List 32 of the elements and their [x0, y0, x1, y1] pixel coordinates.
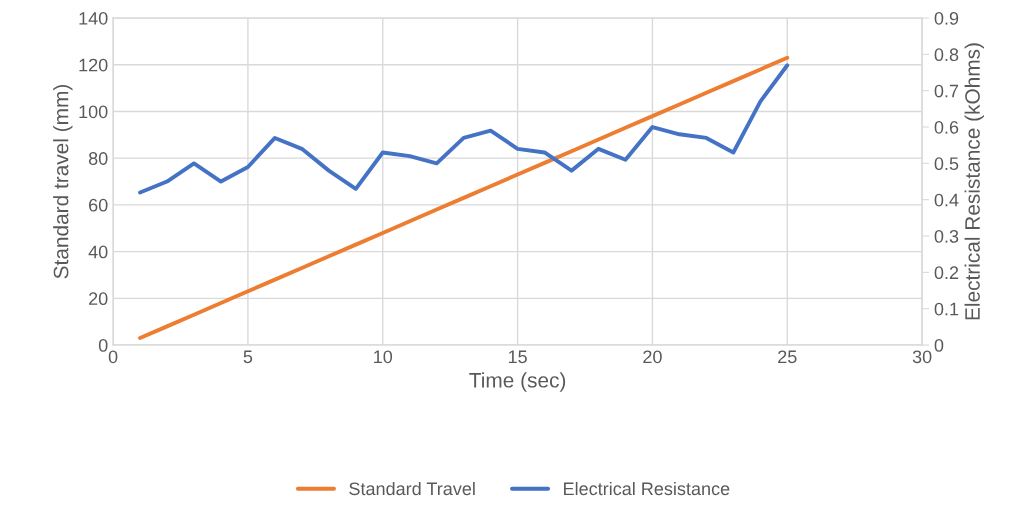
y-tick-label: 40 [88, 245, 108, 259]
y2-tick-label: 0.9 [934, 11, 959, 25]
y2-tick-label: 0.2 [934, 266, 959, 280]
x-tick-label: 0 [108, 350, 118, 364]
y-tick-label: 140 [79, 11, 108, 25]
legend-label: Electrical Resistance [564, 481, 730, 496]
y-axis-title: Standard travel (mm) [53, 84, 73, 279]
y-tick-label: 80 [88, 152, 108, 165]
x-tick-label: 20 [643, 350, 662, 364]
y2-tick-label: 0.7 [934, 84, 959, 98]
y-tick-label: 20 [89, 292, 108, 306]
y2-tick-label: 0.1 [934, 302, 959, 316]
x-tick-label: 15 [508, 350, 527, 364]
x-tick-label: 30 [912, 350, 932, 364]
y2-tick-label: 0.4 [934, 193, 959, 207]
line-series [138, 63, 790, 195]
y2-tick-label: 0.6 [934, 120, 959, 134]
y2-axis-title: Electrical Resistance (kOhms) [964, 43, 984, 320]
line-series [138, 55, 790, 340]
y2-tick-label: 0 [934, 338, 944, 352]
y2-tick-label: 0.5 [934, 157, 959, 171]
x-tick-label: 25 [778, 350, 797, 364]
x-axis-title: Time (sec) [469, 372, 566, 392]
y-tick-label: 0 [98, 338, 108, 352]
y2-tick-label: 0.3 [934, 229, 959, 243]
x-tick-label: 10 [374, 350, 393, 364]
y2-tick-label: 0.8 [934, 48, 959, 62]
y-tick-label: 120 [79, 58, 108, 72]
x-tick-label: 5 [243, 350, 253, 364]
legend-label: Standard Travel [349, 481, 475, 496]
y-tick-label: 100 [79, 105, 108, 119]
y-tick-label: 60 [89, 198, 108, 212]
